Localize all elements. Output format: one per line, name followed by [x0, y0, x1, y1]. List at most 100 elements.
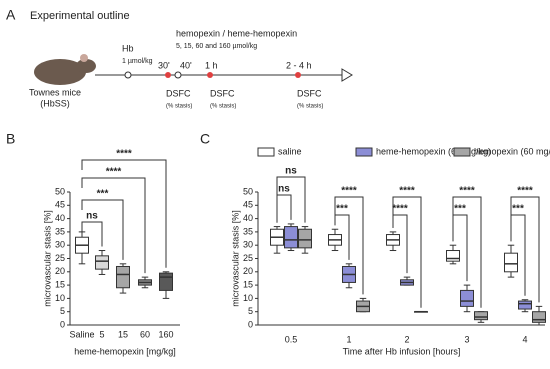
text: Hb	[122, 43, 134, 53]
y-tick-label: 25	[55, 253, 65, 263]
bracket	[510, 196, 540, 303]
event	[124, 71, 132, 79]
x-tick-label: 0.5	[285, 334, 298, 344]
text: 1 µmol/kg	[122, 58, 153, 65]
mouse-head	[76, 59, 96, 73]
significance: ***	[454, 204, 466, 215]
mouse-genotype: (HbSS)	[40, 98, 70, 108]
significance: ****	[116, 149, 132, 160]
legend-label: heme-hemopexin (60 mg/kg)	[376, 146, 491, 156]
event	[295, 72, 301, 78]
legend-label: hemopexin (60 mg/kg)	[474, 146, 550, 156]
y-tick-label: 50	[55, 186, 65, 196]
y-tick-label: 40	[243, 213, 253, 223]
y-tick-label: 10	[55, 293, 65, 303]
y-axis-label: microvascular stasis [%]	[42, 210, 52, 307]
bracket	[276, 194, 292, 223]
legend-swatch	[453, 147, 471, 157]
text: 1 h	[205, 60, 218, 70]
mouse-label: Townes mice	[29, 87, 81, 97]
y-tick-label: 30	[243, 240, 253, 250]
text: 2 - 4 h	[286, 60, 312, 70]
significance: ****	[106, 167, 122, 178]
y-tick-label: 45	[243, 200, 253, 210]
text: DSFC	[297, 88, 322, 98]
box	[159, 272, 173, 291]
significance: ****	[459, 186, 475, 197]
y-tick-label: 40	[55, 213, 65, 223]
mouse-ear	[80, 54, 88, 62]
panel-label: A	[6, 7, 16, 23]
text: (% stasis)	[297, 104, 323, 110]
y-tick-label: 50	[243, 186, 253, 196]
text: DSFC	[166, 88, 191, 98]
event	[165, 72, 171, 78]
bracket	[81, 177, 146, 274]
y-tick-label: 20	[243, 266, 253, 276]
bracket	[81, 159, 167, 268]
x-tick-label: 1	[346, 334, 351, 344]
box	[95, 255, 109, 270]
box	[474, 311, 488, 321]
x-tick-label: Saline	[69, 329, 94, 339]
bracket	[276, 176, 306, 223]
bracket	[452, 214, 468, 282]
x-tick-label: 15	[118, 329, 128, 339]
panel-a: A Experimental outline Townes mice (HbSS…	[6, 7, 353, 110]
y-tick-label: 25	[243, 253, 253, 263]
significance: ****	[392, 204, 408, 215]
y-tick-label: 35	[55, 226, 65, 236]
significance: ***	[336, 204, 348, 215]
x-axis-label: Time after Hb infusion [hours]	[343, 346, 461, 356]
bracket	[81, 199, 124, 260]
significance: ***	[512, 204, 524, 215]
box	[284, 226, 298, 249]
y-tick-label: 15	[55, 279, 65, 289]
significance: ****	[517, 186, 533, 197]
significance: ns	[278, 184, 290, 195]
y-tick-label: 15	[243, 279, 253, 289]
bracket	[392, 196, 422, 308]
y-tick-label: 20	[55, 266, 65, 276]
x-tick-label: 3	[464, 334, 469, 344]
text: DSFC	[210, 88, 235, 98]
panel-label: C	[200, 131, 210, 147]
box	[460, 289, 474, 307]
legend-label: saline	[278, 146, 302, 156]
x-tick-label: 4	[522, 334, 527, 344]
x-tick-label: 5	[99, 329, 104, 339]
significance: ****	[341, 186, 357, 197]
y-tick-label: 5	[248, 306, 253, 316]
y-tick-label: 0	[248, 319, 253, 329]
box	[116, 265, 130, 289]
y-tick-label: 30	[55, 240, 65, 250]
event	[207, 72, 213, 78]
box	[504, 252, 518, 273]
x-tick-label: 60	[140, 329, 150, 339]
x-tick-label: 160	[158, 329, 173, 339]
box	[298, 228, 312, 249]
y-tick-label: 0	[60, 319, 65, 329]
text: 40'	[180, 60, 192, 70]
y-axis-label: microvascular stasis [%]	[230, 210, 240, 307]
text: 30'	[158, 60, 170, 70]
significance: ***	[97, 189, 109, 200]
box	[518, 300, 532, 310]
title: Experimental outline	[30, 10, 130, 22]
y-tick-label: 35	[243, 226, 253, 236]
panel-label: B	[6, 131, 15, 147]
text: (% stasis)	[210, 104, 236, 110]
box	[446, 250, 460, 262]
arrow	[341, 68, 353, 82]
legend-swatch	[355, 147, 373, 157]
bracket	[452, 196, 482, 308]
y-tick-label: 10	[243, 293, 253, 303]
legend-swatch	[257, 147, 275, 157]
significance: ****	[399, 186, 415, 197]
event	[174, 71, 182, 79]
x-axis-label: heme-hemopexin [mg/kg]	[74, 346, 176, 356]
significance: ns	[86, 211, 98, 222]
bracket	[334, 196, 364, 295]
x-tick-label: 2	[404, 334, 409, 344]
